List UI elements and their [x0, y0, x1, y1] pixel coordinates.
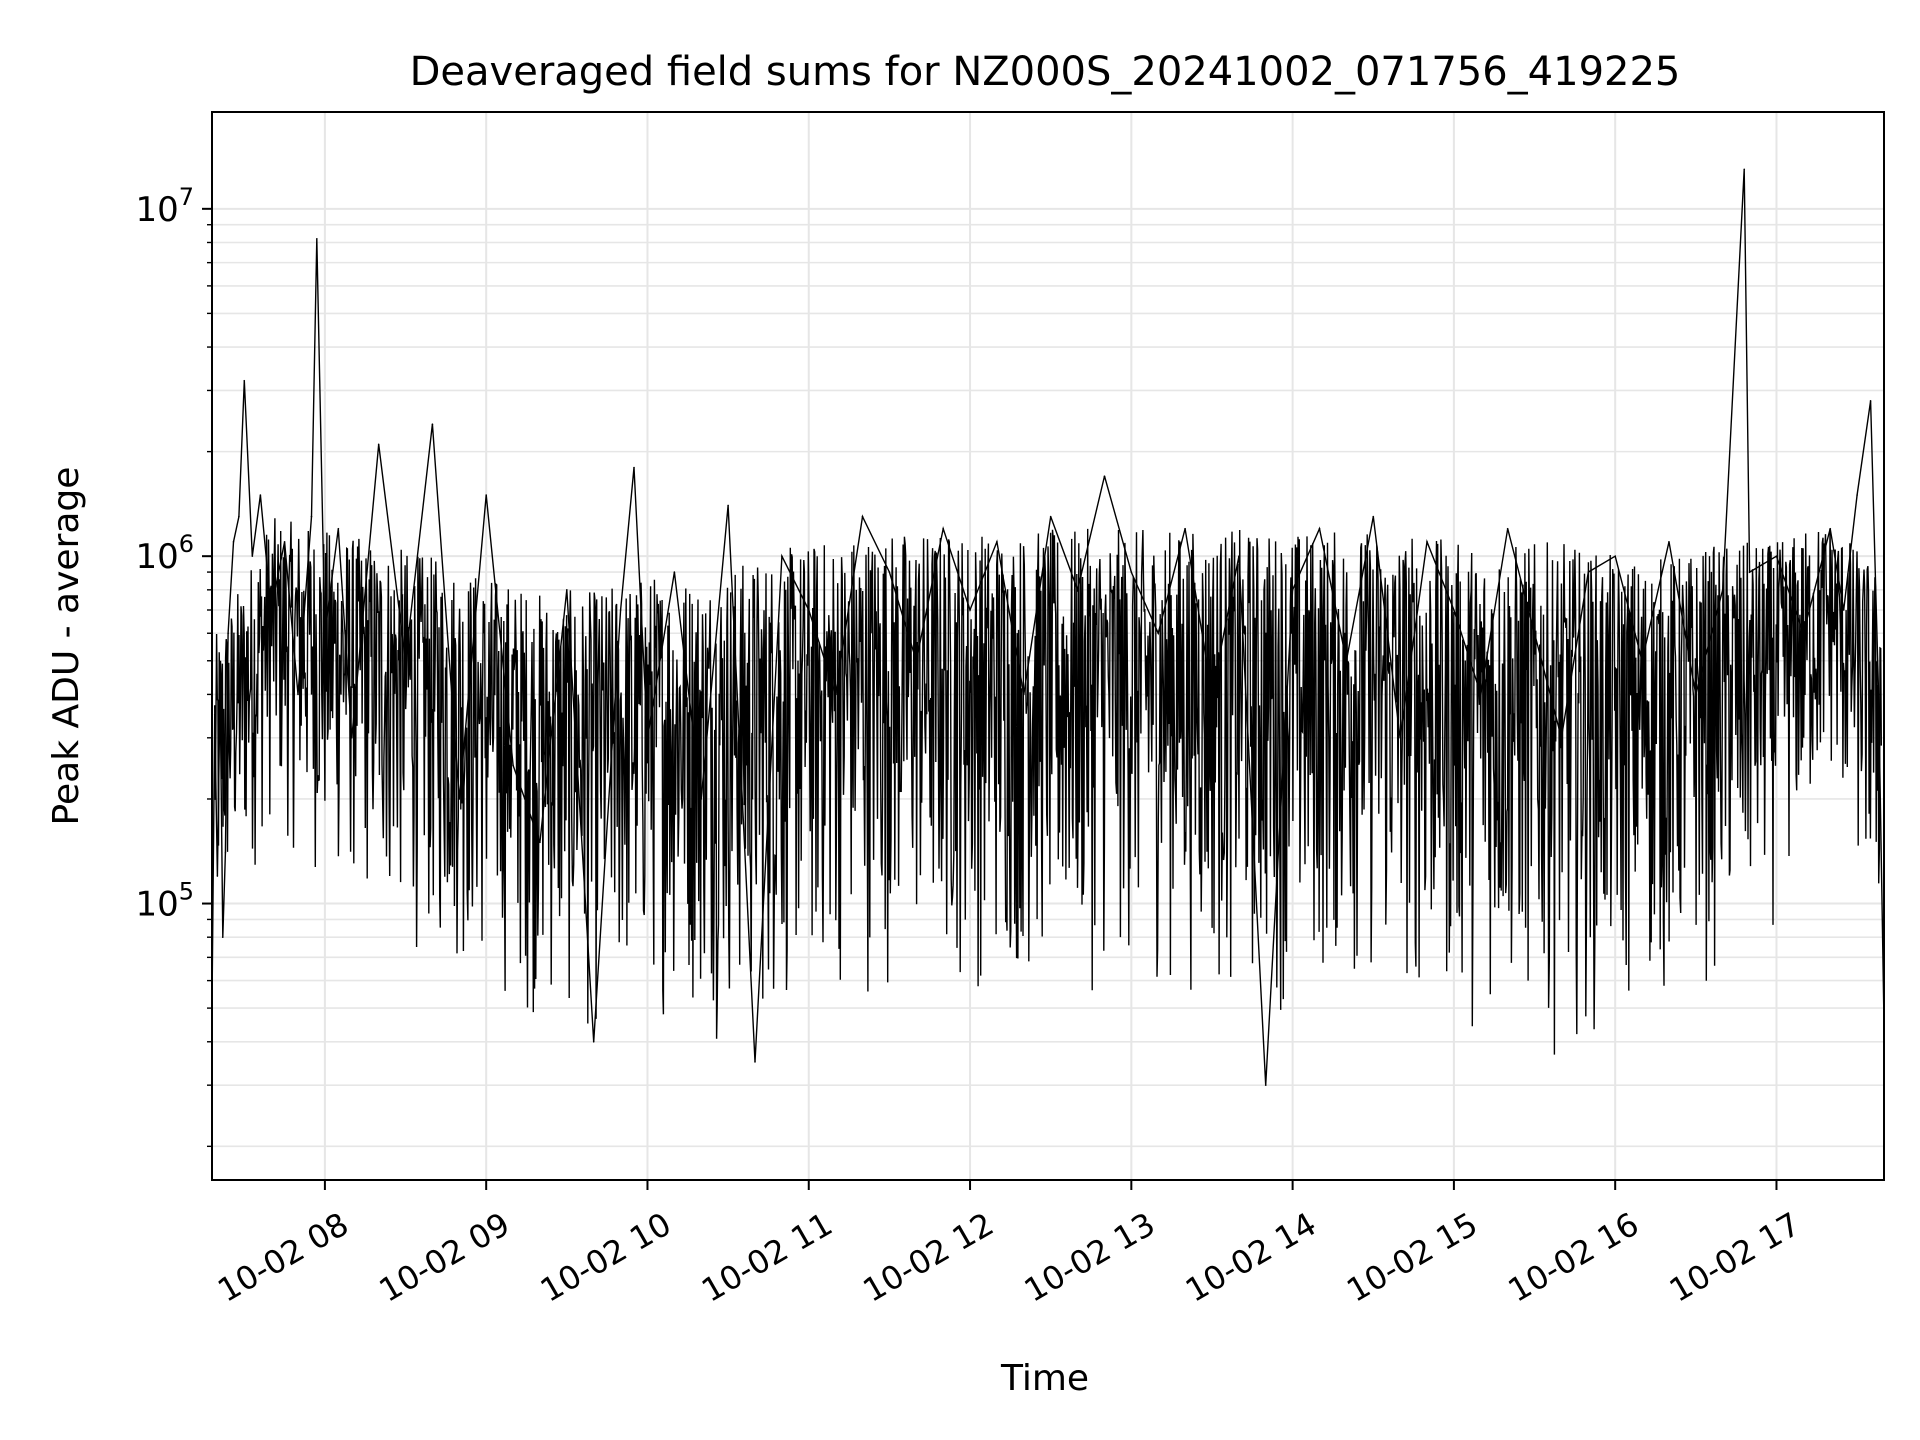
data-point [1748, 571, 1751, 573]
data-point [1130, 571, 1133, 573]
data-point [1842, 609, 1845, 611]
data-point [915, 659, 918, 662]
data-point [1211, 693, 1213, 696]
data-point [1103, 475, 1106, 477]
data-point [566, 589, 568, 591]
data-point [227, 632, 229, 635]
series-line [212, 169, 1884, 1086]
data-point [485, 494, 487, 496]
data-point [243, 379, 246, 382]
data-point [727, 504, 729, 507]
data-point [1506, 527, 1509, 530]
data-point [1345, 659, 1348, 662]
data-point [377, 443, 380, 446]
data-point [221, 936, 224, 939]
data-point [1802, 632, 1805, 635]
data-point [1533, 632, 1536, 635]
data-point [1023, 693, 1025, 696]
data-point [1695, 693, 1697, 696]
data-point [1157, 632, 1160, 635]
data-point [1856, 494, 1858, 496]
y-tick-label: 106 [135, 530, 194, 577]
data-point [1614, 555, 1616, 557]
data-point [310, 515, 313, 518]
data-point [458, 798, 461, 800]
data-point [781, 555, 783, 557]
data-point [754, 1061, 756, 1063]
data-point [238, 515, 240, 518]
data-point [1668, 541, 1670, 543]
data-point [1049, 515, 1052, 518]
data-point [1877, 693, 1880, 696]
data-point [888, 571, 891, 573]
plot-frame [211, 111, 1885, 1181]
data-point [232, 541, 235, 543]
data-point [646, 737, 649, 739]
y-axis: 105 106 107 [135, 183, 212, 1148]
data-point [700, 798, 703, 800]
data-point [942, 527, 944, 530]
data-point [1426, 541, 1428, 543]
data-point [259, 494, 262, 496]
data-point [1372, 515, 1375, 518]
data-point [592, 1040, 595, 1043]
data-point [539, 841, 541, 844]
data-point [1775, 555, 1778, 557]
y-tick-label: 107 [135, 183, 194, 230]
data-point [633, 466, 635, 469]
chart-title: Deaveraged field sums for NZ000S_2024100… [410, 49, 1681, 95]
data-point [1641, 659, 1643, 662]
data-point [1076, 589, 1079, 591]
data-point [216, 875, 219, 877]
data-point [1560, 737, 1563, 739]
y-tick-label: 105 [135, 878, 194, 925]
data-point [1291, 589, 1294, 591]
data-point [316, 237, 318, 240]
data-point [834, 693, 837, 696]
data-point [283, 541, 286, 543]
data-point [337, 527, 340, 530]
data-point [1869, 400, 1872, 402]
data-point [224, 851, 227, 854]
data-point [1184, 527, 1186, 530]
data-point [1587, 571, 1590, 573]
data-point [619, 609, 622, 611]
series-trace [214, 518, 1883, 1055]
data-point [251, 555, 254, 557]
data-point [1743, 168, 1746, 171]
data-point [297, 693, 299, 696]
data-point [861, 515, 864, 518]
data-point [350, 737, 353, 739]
data-point [404, 659, 407, 662]
data-point [1264, 1084, 1267, 1086]
data-point [1479, 693, 1482, 696]
data-point [673, 571, 676, 573]
data-point [1399, 737, 1401, 739]
data-point [1238, 555, 1240, 557]
data-point [213, 713, 216, 716]
data-point [969, 609, 971, 611]
data-point [431, 423, 434, 425]
data-point [270, 609, 272, 611]
data-point [1721, 589, 1724, 591]
data-point [996, 541, 998, 543]
x-axis-label: Time [1000, 1358, 1089, 1399]
y-axis-label: Peak ADU - average [46, 467, 87, 826]
data-point [1453, 609, 1455, 611]
data-point [1318, 527, 1321, 530]
data-point [1829, 527, 1832, 530]
data-point [324, 632, 326, 635]
data-point [512, 764, 514, 767]
data-point [219, 686, 221, 688]
data-point [807, 609, 810, 611]
